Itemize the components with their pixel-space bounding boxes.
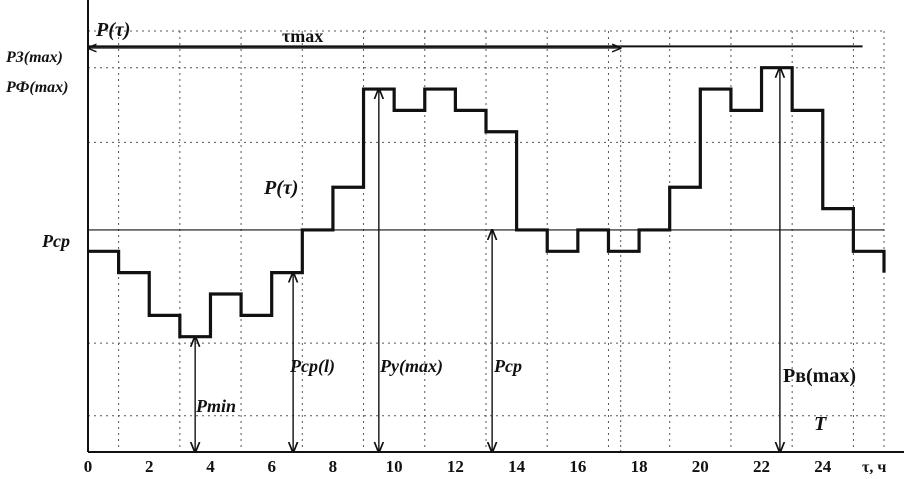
x-tick-label: 4 xyxy=(206,457,215,476)
py-max-label: Pу(max) xyxy=(379,356,443,377)
x-tick-label: 22 xyxy=(753,457,770,476)
y-label-pfmax: PФ(max) xyxy=(5,79,68,96)
x-tick-label: 8 xyxy=(329,457,338,476)
series-line-p-tau xyxy=(88,66,886,339)
x-tick-label: 16 xyxy=(569,457,586,476)
reference-lines xyxy=(88,40,884,452)
x-tick-label: 14 xyxy=(508,457,526,476)
pv-max-label: Pв(max) xyxy=(783,365,856,387)
x-tick-label: 12 xyxy=(447,457,464,476)
p-tau-top-label: P(τ) xyxy=(95,19,130,41)
p-tau-curve-label: P(τ) xyxy=(263,177,298,199)
arrows-layer xyxy=(195,68,780,452)
tau-max-label: τmax xyxy=(282,26,323,46)
x-tick-label: 20 xyxy=(692,457,709,476)
x-tick-label: 6 xyxy=(267,457,276,476)
y-label-pcp: Pcp xyxy=(41,231,70,251)
tick-labels: 0 2 4 6 8 10 12 14 16 18 20 22 24 xyxy=(84,457,832,476)
pcp-arrow-label: Pcp xyxy=(493,356,522,376)
y-label-p3max: P3(max) xyxy=(5,49,63,66)
grid xyxy=(88,30,885,452)
pcp-l-label: Pcp(l) xyxy=(289,356,335,377)
x-tick-label: 24 xyxy=(814,457,832,476)
series-layer xyxy=(88,66,886,339)
x-tick-label: 2 xyxy=(145,457,154,476)
x-axis-label: τ, ч xyxy=(862,459,886,476)
x-tick-label: 18 xyxy=(631,457,648,476)
pmin-label: Pmin xyxy=(195,396,236,416)
period-label: T xyxy=(814,413,827,435)
x-tick-label: 0 xyxy=(84,457,93,476)
x-tick-label: 10 xyxy=(386,457,403,476)
